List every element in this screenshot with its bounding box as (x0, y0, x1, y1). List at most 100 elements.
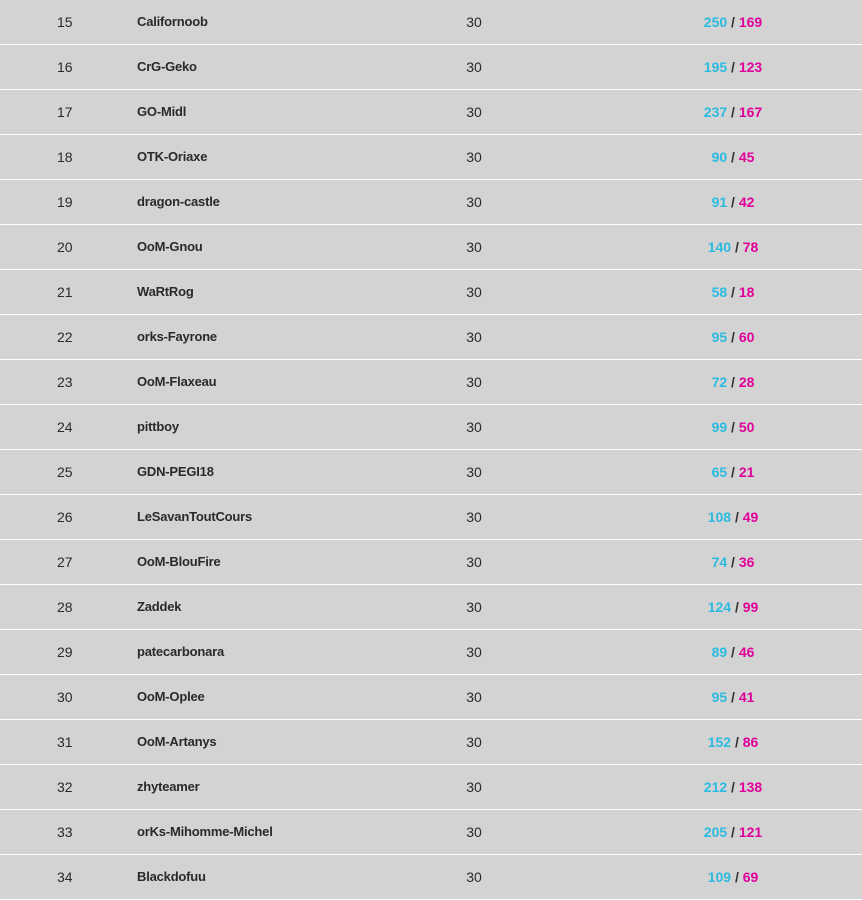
deaths-value: 121 (738, 824, 763, 840)
kd-separator: / (734, 734, 739, 750)
kills-value: 99 (711, 419, 728, 435)
deaths-value: 41 (738, 689, 755, 705)
kd-cell: 124 / 99 (683, 585, 783, 629)
player-name[interactable]: OoM-Flaxeau (137, 374, 217, 389)
deaths-value: 123 (738, 59, 763, 75)
rank-cell: 32 (57, 779, 73, 795)
kills-value: 58 (711, 284, 728, 300)
player-name[interactable]: CrG-Geko (137, 59, 197, 74)
games-cell: 30 (466, 104, 482, 120)
player-name[interactable]: LeSavanToutCours (137, 509, 253, 524)
kd-separator: / (731, 374, 735, 390)
table-row: 24 pittboy 30 99 / 50 (0, 405, 862, 450)
deaths-value: 86 (742, 734, 759, 750)
games-cell: 30 (466, 509, 482, 525)
player-name[interactable]: GDN-PEGI18 (137, 464, 214, 479)
player-name[interactable]: GO-Midl (137, 104, 187, 119)
deaths-value: 50 (738, 419, 755, 435)
player-name[interactable]: zhyteamer (137, 779, 200, 794)
kd-cell: 72 / 28 (683, 360, 783, 404)
kd-separator: / (734, 869, 739, 885)
table-row: 26 LeSavanToutCours 30 108 / 49 (0, 495, 862, 540)
games-cell: 30 (466, 284, 482, 300)
kd-cell: 91 / 42 (683, 180, 783, 224)
games-cell: 30 (466, 149, 482, 165)
kills-value: 74 (711, 554, 728, 570)
kd-separator: / (731, 779, 735, 795)
player-name[interactable]: OoM-Gnou (137, 239, 203, 254)
rank-cell: 27 (57, 554, 73, 570)
kills-value: 89 (711, 644, 728, 660)
player-name[interactable]: OoM-Artanys (137, 734, 217, 749)
kills-value: 250 (703, 14, 728, 30)
kills-value: 109 (707, 869, 732, 885)
games-cell: 30 (466, 779, 482, 795)
player-name[interactable]: dragon-castle (137, 194, 220, 209)
rank-cell: 29 (57, 644, 73, 660)
kd-cell: 205 / 121 (683, 810, 783, 854)
deaths-value: 78 (742, 239, 759, 255)
table-row: 19 dragon-castle 30 91 / 42 (0, 180, 862, 225)
table-row: 31 OoM-Artanys 30 152 / 86 (0, 720, 862, 765)
rank-cell: 26 (57, 509, 73, 525)
player-name[interactable]: orKs-Mihomme-Michel (137, 824, 273, 839)
table-row: 30 OoM-Oplee 30 95 / 41 (0, 675, 862, 720)
games-cell: 30 (466, 329, 482, 345)
kd-separator: / (734, 509, 739, 525)
kd-cell: 58 / 18 (683, 270, 783, 314)
kd-separator: / (731, 329, 735, 345)
rank-cell: 33 (57, 824, 73, 840)
kd-cell: 212 / 138 (683, 765, 783, 809)
player-name[interactable]: Californoob (137, 14, 208, 29)
rank-cell: 17 (57, 104, 73, 120)
kd-separator: / (731, 59, 735, 75)
player-name[interactable]: pittboy (137, 419, 179, 434)
kd-separator: / (734, 239, 739, 255)
deaths-value: 45 (738, 149, 755, 165)
rank-cell: 19 (57, 194, 73, 210)
table-row: 21 WaRtRog 30 58 / 18 (0, 270, 862, 315)
rank-cell: 23 (57, 374, 73, 390)
player-name[interactable]: Zaddek (137, 599, 182, 614)
games-cell: 30 (466, 554, 482, 570)
deaths-value: 49 (742, 509, 759, 525)
table-row: 34 Blackdofuu 30 109 / 69 (0, 855, 862, 900)
rank-cell: 20 (57, 239, 73, 255)
player-name[interactable]: patecarbonara (137, 644, 224, 659)
kd-cell: 109 / 69 (683, 855, 783, 899)
rank-cell: 25 (57, 464, 73, 480)
table-row: 28 Zaddek 30 124 / 99 (0, 585, 862, 630)
table-row: 32 zhyteamer 30 212 / 138 (0, 765, 862, 810)
games-cell: 30 (466, 419, 482, 435)
rank-cell: 31 (57, 734, 73, 750)
table-row: 29 patecarbonara 30 89 / 46 (0, 630, 862, 675)
player-name[interactable]: orks-Fayrone (137, 329, 217, 344)
kd-separator: / (734, 599, 739, 615)
kd-separator: / (731, 554, 735, 570)
table-row: 15 Californoob 30 250 / 169 (0, 0, 862, 45)
kills-value: 95 (711, 329, 728, 345)
kd-separator: / (731, 464, 735, 480)
table-row: 18 OTK-Oriaxe 30 90 / 45 (0, 135, 862, 180)
player-name[interactable]: OTK-Oriaxe (137, 149, 208, 164)
player-name[interactable]: OoM-Oplee (137, 689, 205, 704)
games-cell: 30 (466, 14, 482, 30)
kd-separator: / (731, 824, 735, 840)
deaths-value: 21 (738, 464, 755, 480)
rank-cell: 22 (57, 329, 73, 345)
games-cell: 30 (466, 374, 482, 390)
kills-value: 95 (711, 689, 728, 705)
kd-cell: 195 / 123 (683, 45, 783, 89)
kills-value: 108 (707, 509, 732, 525)
rank-cell: 28 (57, 599, 73, 615)
games-cell: 30 (466, 599, 482, 615)
kd-separator: / (731, 104, 735, 120)
player-name[interactable]: OoM-BlouFire (137, 554, 221, 569)
deaths-value: 46 (738, 644, 755, 660)
kills-value: 152 (707, 734, 732, 750)
kd-cell: 95 / 41 (683, 675, 783, 719)
player-name[interactable]: Blackdofuu (137, 869, 206, 884)
kd-cell: 65 / 21 (683, 450, 783, 494)
player-name[interactable]: WaRtRog (137, 284, 194, 299)
